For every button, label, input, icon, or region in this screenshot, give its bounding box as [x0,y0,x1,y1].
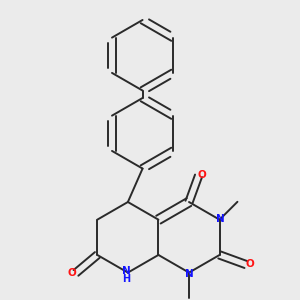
Text: O: O [197,170,206,180]
Text: O: O [246,260,255,269]
Text: N: N [122,266,130,277]
Text: O: O [67,268,76,278]
Text: H: H [122,274,130,284]
Text: N: N [185,269,194,279]
Text: N: N [216,214,225,224]
